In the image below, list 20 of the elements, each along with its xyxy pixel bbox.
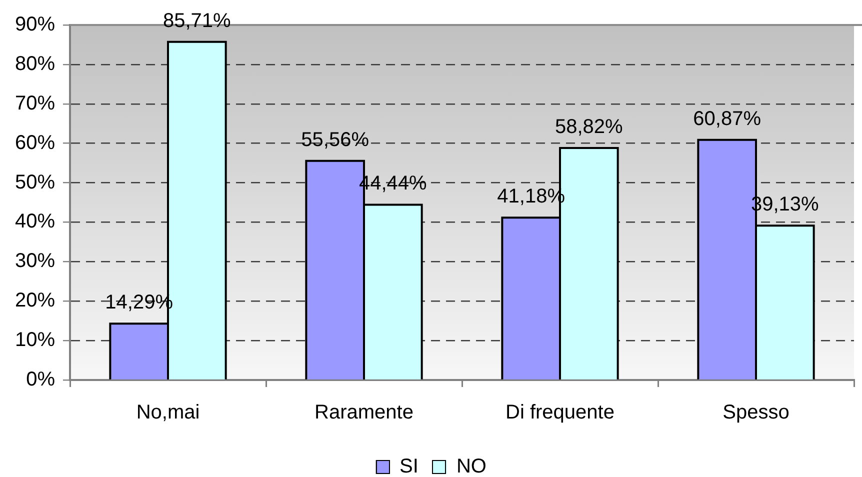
y-tick-label: 80% — [14, 52, 56, 75]
x-tick-label: No,mai — [136, 402, 200, 424]
data-label: 55,56% — [301, 128, 370, 151]
data-label: 60,87% — [693, 108, 762, 130]
y-tick-label: 10% — [14, 329, 56, 352]
y-tick-label: 30% — [14, 250, 56, 272]
y-tick-label: 20% — [14, 290, 56, 312]
data-label: 85,71% — [162, 10, 232, 32]
y-tick-label: 50% — [14, 171, 56, 194]
x-tick-label: Spesso — [722, 402, 790, 424]
y-tick-label: 90% — [14, 14, 56, 36]
x-tick-label: Raramente — [314, 402, 414, 424]
legend-label: NO — [456, 456, 486, 477]
legend-label: SI — [400, 456, 418, 477]
y-tick-label: 60% — [14, 132, 56, 154]
y-tick-label: 70% — [14, 92, 56, 114]
y-tick-label: 40% — [14, 210, 56, 233]
data-label: 58,82% — [554, 116, 624, 138]
y-tick-label: 0% — [26, 368, 56, 391]
x-tick-label: Di frequente — [506, 402, 614, 424]
